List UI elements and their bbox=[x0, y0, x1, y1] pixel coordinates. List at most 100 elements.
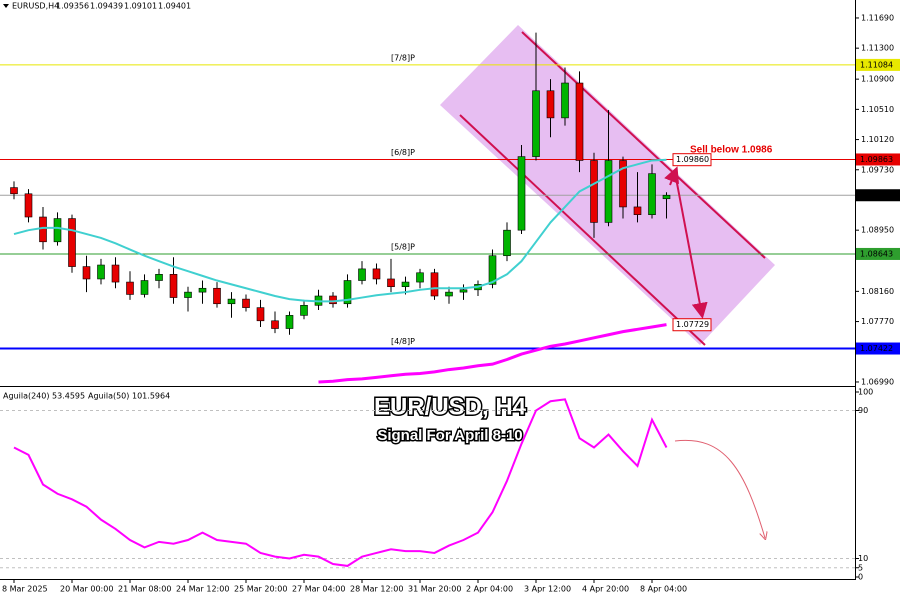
moving-average bbox=[13, 158, 667, 303]
candle-body bbox=[619, 160, 627, 208]
x-tick-label: 3 Apr 12:00 bbox=[524, 585, 571, 594]
x-tick-label: 2 Apr 04:00 bbox=[466, 585, 513, 594]
x-tick-label: 25 Mar 20:00 bbox=[234, 585, 287, 594]
candle-body bbox=[633, 206, 642, 215]
level-label: [6/8]P bbox=[391, 148, 415, 157]
annotation-box bbox=[672, 318, 712, 332]
x-tick-label: 20 Mar 00:00 bbox=[60, 585, 113, 594]
y-tick-label: 1.07770 bbox=[861, 317, 894, 326]
high: 1.09439 bbox=[90, 2, 123, 11]
candle-body bbox=[648, 173, 656, 215]
y-tick-label: 1.10120 bbox=[861, 135, 894, 144]
candle-body bbox=[140, 280, 149, 295]
price-box-label: 1.07422 bbox=[860, 344, 893, 353]
open: 1.09356 bbox=[56, 2, 89, 11]
candle-body bbox=[155, 274, 163, 281]
y-tick-label: 1.10900 bbox=[861, 75, 894, 84]
x-tick-label: 8 Apr 04:00 bbox=[640, 585, 687, 594]
candle-body bbox=[256, 307, 265, 322]
level-label: [4/8]P bbox=[391, 337, 415, 346]
candle-body bbox=[97, 264, 105, 280]
y-tick-label: 1.11300 bbox=[861, 44, 894, 53]
moving-average bbox=[318, 323, 667, 384]
candle-body bbox=[575, 82, 584, 161]
price-box-label: 1.09401 bbox=[860, 191, 893, 200]
y-tick-label: 1.08160 bbox=[861, 287, 894, 296]
candle-body bbox=[329, 295, 337, 305]
candle-body bbox=[227, 298, 236, 305]
overlay-subtitle: Signal For April 8-10 bbox=[377, 427, 522, 444]
y-tick-label: 90 bbox=[858, 406, 868, 415]
annotation-box bbox=[672, 153, 712, 167]
x-tick-label: 31 Mar 20:00 bbox=[408, 585, 461, 594]
y-tick-label: 100 bbox=[858, 388, 873, 397]
candle-body bbox=[198, 287, 207, 293]
y-tick-label: 1.09730 bbox=[861, 165, 894, 174]
y-tick-label: 1.11690 bbox=[861, 13, 894, 22]
x-tick-label: 28 Mar 12:00 bbox=[350, 585, 403, 594]
candle-body bbox=[546, 90, 555, 119]
candle-body bbox=[343, 280, 352, 305]
x-tick-label: 21 Mar 08:00 bbox=[118, 585, 171, 594]
price-box bbox=[856, 58, 900, 71]
y-tick-label: 1.06990 bbox=[861, 377, 894, 386]
candle-body bbox=[430, 272, 439, 297]
legend-value: 53.4595 bbox=[52, 392, 85, 401]
y-tick-label: 1.10510 bbox=[861, 105, 894, 114]
price-box bbox=[856, 153, 900, 166]
candle-body bbox=[561, 82, 569, 119]
candle-body bbox=[111, 264, 120, 283]
arrow-down bbox=[675, 177, 708, 319]
y-tick-label: 10 bbox=[858, 554, 868, 563]
price-box bbox=[856, 247, 900, 260]
channel-lower bbox=[459, 114, 706, 346]
plot: [7/8]P [6/8]P [5/8]P [4/8]P bbox=[0, 32, 855, 384]
candle-body bbox=[24, 193, 33, 218]
candle-body bbox=[10, 187, 18, 195]
candle-body bbox=[488, 255, 497, 285]
candle-body bbox=[169, 274, 178, 298]
x-tick-label: 27 Mar 04:00 bbox=[292, 585, 345, 594]
annotation-label: 1.09860 bbox=[676, 155, 709, 164]
price-box bbox=[856, 189, 900, 202]
header-icon bbox=[3, 4, 9, 8]
candle-body bbox=[126, 281, 134, 295]
candle-body bbox=[662, 194, 671, 200]
low: 1.09101 bbox=[124, 2, 157, 11]
candle-body bbox=[39, 216, 47, 243]
candle-body bbox=[503, 229, 511, 257]
candle-body bbox=[285, 315, 294, 329]
candle-body bbox=[213, 287, 221, 305]
candle-body bbox=[82, 266, 91, 280]
candle-body bbox=[372, 268, 381, 280]
x-tick-label: 24 Mar 12:00 bbox=[176, 585, 229, 594]
candle-body bbox=[387, 278, 395, 288]
legend-name: Aguila(50) bbox=[88, 392, 129, 401]
candle-body bbox=[532, 90, 540, 157]
overlay-title: EUR/USD, H4 bbox=[374, 393, 527, 420]
candle-body bbox=[68, 218, 76, 267]
candle-body bbox=[459, 289, 468, 293]
candle-body bbox=[358, 268, 366, 281]
price-box-label: 1.08643 bbox=[860, 249, 893, 258]
candle-body bbox=[517, 156, 526, 231]
candle-body bbox=[184, 291, 192, 298]
legend-value: 101.5964 bbox=[132, 392, 170, 401]
price-box-label: 1.09863 bbox=[860, 155, 893, 164]
level-label: [5/8]P bbox=[391, 242, 415, 251]
price-box bbox=[856, 342, 900, 355]
arrow-up bbox=[664, 166, 679, 186]
candle-body bbox=[300, 304, 308, 316]
x-tick-label: 8 Mar 2025 bbox=[2, 585, 48, 594]
candle-body bbox=[242, 298, 250, 308]
oscillator-line bbox=[13, 398, 668, 567]
annotation-label: 1.07729 bbox=[676, 320, 709, 329]
candle-body bbox=[604, 160, 613, 223]
osc-arrow bbox=[674, 439, 765, 538]
channel-upper bbox=[521, 31, 766, 259]
level-label: [7/8]P bbox=[391, 53, 415, 62]
x-tick-label: 4 Apr 20:00 bbox=[582, 585, 629, 594]
price-box-label: 1.11084 bbox=[860, 60, 893, 69]
